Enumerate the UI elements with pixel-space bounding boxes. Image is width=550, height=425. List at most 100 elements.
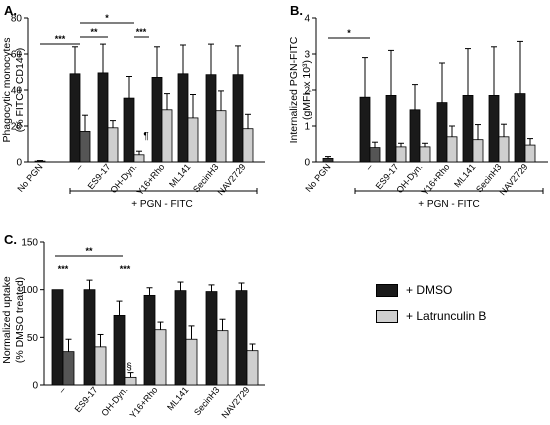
panel-c-bar-dark	[113, 315, 126, 386]
panel-b-ytick-label: 0	[304, 158, 310, 169]
panel-b-bar-dark	[514, 93, 526, 163]
panel-b-treatment-bracket: + PGN - FITC	[354, 188, 544, 210]
panel-a-category-label: –	[74, 162, 85, 172]
panel-c-bar-dark	[205, 291, 218, 386]
panel-c-bar-dark	[143, 294, 156, 386]
panel-c-ylabel-line1: Normalized uptake	[1, 276, 13, 364]
panel-a-bar-light	[242, 128, 254, 163]
panel-c-category-label: SecinH3	[192, 385, 222, 417]
panel-a: A. Phagocytic monocytes (% FITC+ CD14+) …	[1, 3, 265, 210]
panel-c-bar-light	[62, 351, 75, 386]
panel-b: B. Internalized PGN-FITC (gMFI, x 10³) 0…	[288, 3, 548, 210]
panel-a-treatment-label: + PGN - FITC	[131, 199, 192, 210]
panel-b-bar-dark	[322, 157, 334, 163]
panel-c-bar-light	[154, 329, 167, 386]
panel-b-bar-dark	[359, 96, 371, 163]
panel-c-ytick-label: 50	[27, 333, 39, 344]
panel-a-bar-light	[79, 130, 91, 163]
panel-a-bar-dark	[151, 77, 163, 163]
panel-c-category-label: –	[57, 385, 68, 395]
panel-a-bar-dark	[232, 74, 244, 163]
panel-b-letter: B.	[290, 3, 303, 18]
panel-c-bar-light	[124, 376, 137, 386]
panel-b-bar-light	[395, 146, 407, 163]
panel-b-bar-light	[472, 139, 484, 163]
panel-c-bar-dark	[174, 290, 187, 386]
panel-c-bar-light	[246, 350, 259, 386]
panel-a-category-label: NAV2729	[216, 162, 248, 197]
panel-a-sig-2: *	[105, 13, 109, 23]
panel-c: C. Normalized uptake (% DMSO treated) 0 5…	[1, 232, 265, 420]
legend-item-dmso: + DMSO	[376, 283, 452, 297]
panel-a-bar-light	[215, 110, 227, 163]
panel-c-sig-3: ***	[120, 264, 131, 274]
panel-a-ytick-label: 20	[11, 122, 23, 133]
legend-label-latrunculin: + Latrunculin B	[406, 309, 487, 323]
panel-b-ytick-label: 1	[304, 122, 310, 133]
panel-a-ytick-label: 0	[16, 158, 22, 169]
panel-c-bar-dark	[51, 289, 64, 386]
panel-b-bar-light	[419, 146, 431, 163]
panel-a-category-label: ES9-17	[86, 162, 113, 191]
panel-a-ytick-label: 60	[11, 50, 23, 61]
legend-swatch-latrunculin	[376, 309, 398, 323]
panel-a-letter: A.	[4, 3, 17, 18]
panel-b-bar-dark	[488, 95, 500, 163]
panel-b-category-label: Y16+Rho	[420, 162, 452, 197]
panel-c-sig-1: ***	[58, 264, 69, 274]
panel-c-bar-light	[216, 330, 229, 386]
panel-c-bar-dark	[83, 289, 96, 386]
panel-b-bar-dark	[462, 95, 474, 163]
panel-a-bar-light	[161, 109, 173, 163]
panel-a-category-label: ML141	[167, 162, 192, 190]
panel-c-category-label: NAV2729	[220, 385, 252, 420]
panel-a-ylabel: Phagocytic monocytes (% FITC+ CD14+)	[1, 37, 26, 142]
panel-c-section: §	[126, 362, 132, 373]
panel-b-ylabel: Internalized PGN-FITC (gMFI, x 10³)	[288, 36, 313, 143]
panel-b-treatment-label: + PGN - FITC	[418, 199, 479, 210]
panel-c-ylabel: Normalized uptake (% DMSO treated)	[1, 276, 26, 364]
panel-b-bar-light	[446, 136, 458, 163]
panel-a-bar-light	[107, 127, 119, 163]
panel-a-pilcrow: ¶	[143, 131, 148, 142]
panel-c-bar-light	[94, 346, 107, 386]
panel-b-ytick-label: 2	[304, 86, 310, 97]
panel-c-bar-light	[185, 338, 198, 386]
panel-c-sig-2: **	[85, 246, 93, 256]
panel-c-category-label: Y16+Rho	[128, 385, 160, 420]
panel-b-category-label: ML141	[452, 162, 477, 190]
panel-a-bar-light	[133, 154, 145, 163]
panel-c-significance: *** ** *** §	[55, 246, 132, 373]
legend-item-latrunculin: + Latrunculin B	[376, 309, 486, 323]
panel-b-category-label: NAV2729	[498, 162, 530, 197]
panel-b-sig-1: *	[347, 28, 351, 38]
panel-a-ylabel-line1: Phagocytic monocytes	[1, 37, 13, 142]
panel-c-letter: C.	[4, 232, 17, 247]
panel-c-ylabel-line2: (% DMSO treated)	[14, 277, 26, 363]
panel-a-significance: *** * ** *** ¶	[40, 13, 149, 142]
panel-b-ylabel-line2: (gMFI, x 10³)	[301, 60, 313, 120]
panel-b-bar-dark	[409, 109, 421, 163]
panel-b-significance: *	[328, 28, 370, 39]
panel-c-bar-dark	[235, 290, 248, 386]
panel-c-category-label: ML141	[165, 385, 190, 413]
panel-b-ytick-label: 3	[304, 50, 310, 61]
panel-a-bar-dark	[69, 73, 81, 163]
panel-a-ylabel-line2: (% FITC+ CD14+)	[14, 48, 26, 133]
panel-b-category-label: –	[364, 162, 375, 172]
panel-b-bar-dark	[436, 102, 448, 163]
panel-c-ytick-label: 100	[21, 285, 38, 296]
panel-a-sig-3: **	[90, 27, 98, 37]
panel-b-ylabel-line1: Internalized PGN-FITC	[288, 36, 300, 143]
panel-a-ytick-label: 40	[11, 86, 23, 97]
panel-a-category-label: Y16+Rho	[135, 162, 167, 197]
panel-a-bar-dark	[97, 72, 109, 163]
panel-a-treatment-bracket: + PGN - FITC	[69, 188, 258, 210]
panel-b-bar-dark	[385, 95, 397, 163]
panel-c-ytick-label: 150	[21, 238, 38, 249]
panel-a-sig-1: ***	[55, 34, 66, 44]
legend-label-dmso: + DMSO	[406, 283, 453, 297]
legend-swatch-dmso	[376, 283, 398, 297]
